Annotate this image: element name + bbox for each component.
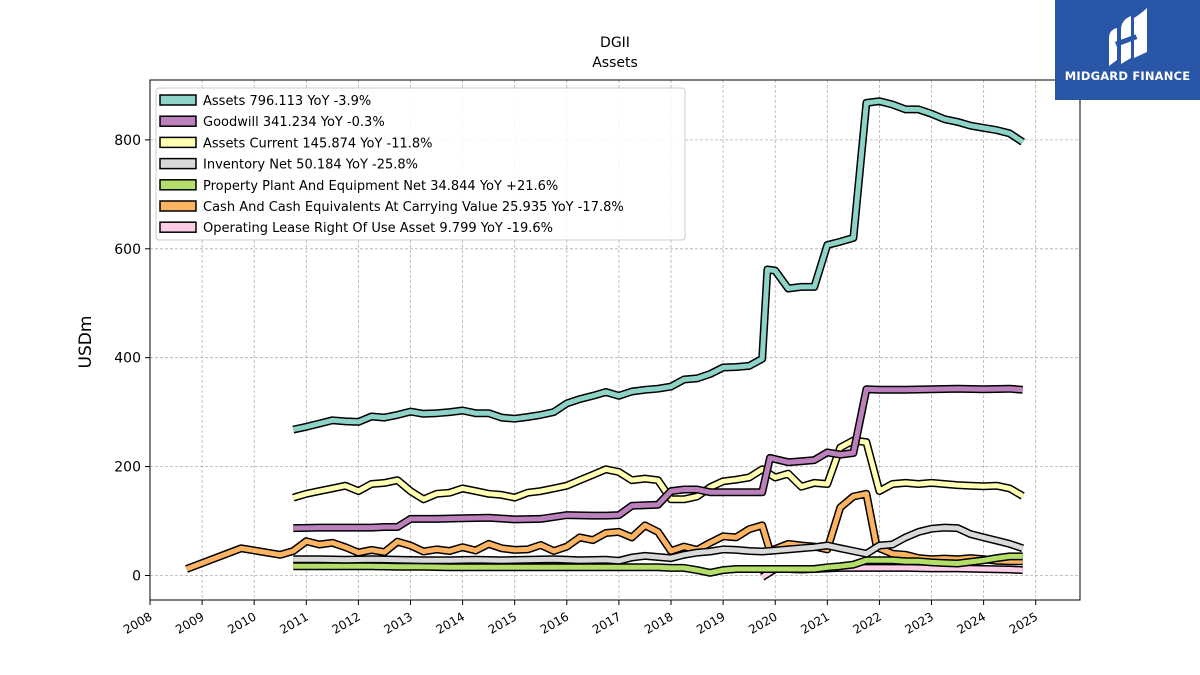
x-tick-label: 2010 (225, 609, 258, 636)
x-tick-label: 2017 (590, 609, 623, 636)
x-tick-label: 2018 (642, 609, 675, 636)
legend-box (155, 87, 686, 241)
y-tick-label: 200 (114, 460, 141, 476)
legend-swatch (159, 200, 197, 212)
x-axis: 2008 2009 2010 2011 2012 2013 2014 2015 2016 2017… (121, 600, 1040, 637)
legend-label: Inventory Net 50.184 YoY -25.8% (203, 158, 418, 173)
y-tick-label: 800 (114, 133, 141, 149)
brand-name: MIDGARD FINANCE (1064, 69, 1191, 83)
legend-label: Goodwill 341.234 YoY -0.3% (203, 115, 385, 130)
x-tick-label: 2025 (1007, 609, 1040, 636)
y-tick-label: 600 (114, 242, 141, 258)
midgard-logo-icon (1109, 8, 1147, 66)
series-line-2 (292, 436, 1025, 504)
x-tick-label: 2011 (277, 609, 310, 636)
x-tick-label: 2009 (173, 609, 206, 636)
x-tick-label: 2020 (746, 609, 779, 636)
legend-swatch (159, 221, 197, 233)
chart-title: DGII (600, 35, 630, 51)
x-tick-label: 2021 (798, 609, 831, 636)
x-tick-label: 2008 (121, 609, 154, 636)
legend-swatch (159, 115, 197, 127)
legend-label: Operating Lease Right Of Use Asset 9.799… (203, 221, 553, 236)
legend-swatch (159, 94, 197, 106)
chart-subtitle: Assets (592, 55, 638, 71)
legend: Assets 796.113 YoY -3.9% Goodwill 341.234… (155, 87, 686, 241)
legend-swatch (159, 157, 197, 170)
legend-label: Cash And Cash Equivalents At Carrying Va… (203, 200, 624, 215)
legend-label: Property Plant And Equipment Net 34.844 … (203, 179, 558, 194)
legend-label: Assets Current 145.874 YoY -11.8% (203, 136, 433, 151)
y-tick-label: 400 (114, 351, 141, 367)
series-line-5 (185, 489, 1023, 573)
x-tick-label: 2012 (329, 609, 362, 636)
brand-logo: MIDGARD FINANCE (1055, 0, 1200, 100)
x-tick-label: 2023 (903, 609, 936, 636)
x-tick-label: 2015 (486, 609, 519, 636)
x-tick-label: 2016 (538, 609, 571, 636)
y-axis-label: USDm (76, 316, 96, 369)
x-tick-label: 2024 (955, 609, 988, 636)
series-line-1 (293, 384, 1024, 533)
series-line-4 (293, 552, 1023, 577)
series-line-0 (292, 97, 1025, 434)
legend-swatch (159, 136, 197, 149)
y-tick-label: 0 (132, 568, 141, 584)
series-line-3 (293, 523, 1024, 565)
x-tick-label: 2013 (382, 609, 415, 636)
x-tick-label: 2014 (434, 609, 467, 636)
x-tick-label: 2022 (850, 609, 883, 636)
legend-swatch (159, 179, 197, 191)
legend-label: Assets 796.113 YoY -3.9% (203, 94, 371, 109)
series-lines (185, 97, 1025, 581)
plot-area-frame (149, 79, 1081, 601)
x-tick-label: 2019 (694, 609, 727, 636)
y-axis: 0 200 400 600 800 (114, 133, 150, 584)
